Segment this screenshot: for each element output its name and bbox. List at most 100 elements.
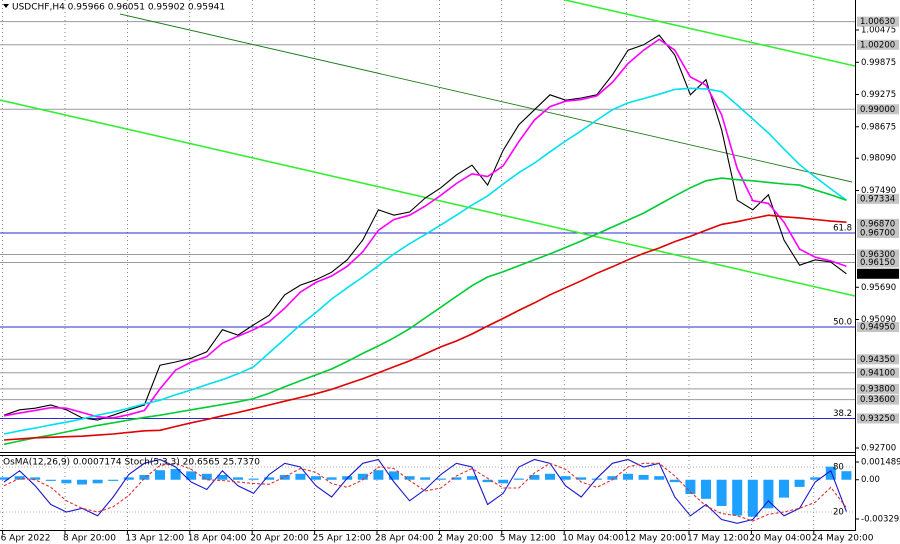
y2-tick-label: 20 bbox=[833, 508, 844, 518]
level-box bbox=[857, 227, 899, 238]
level-box bbox=[857, 354, 899, 365]
osma-bar bbox=[420, 477, 431, 480]
level-label: 1.00630 bbox=[860, 17, 895, 27]
y-tick-label: 0.98675 bbox=[861, 122, 896, 132]
moving-average bbox=[3, 214, 847, 441]
osma-bar bbox=[30, 477, 41, 480]
fib-label: 50.0 bbox=[833, 318, 852, 328]
x-tick-label: 20 May 04:00 bbox=[749, 534, 811, 544]
stochastic-line bbox=[3, 462, 847, 522]
osma-bar bbox=[155, 470, 165, 480]
level-label: 1.00200 bbox=[860, 40, 895, 50]
level-box bbox=[857, 322, 899, 333]
y-tick-label: 0.99875 bbox=[861, 58, 896, 68]
osma-bar bbox=[77, 479, 87, 485]
osma-bar bbox=[233, 477, 243, 480]
osma-bar bbox=[545, 473, 555, 480]
level-box bbox=[857, 193, 899, 204]
trend-line bbox=[119, 13, 853, 183]
osma-bar bbox=[61, 479, 72, 484]
osma-bar bbox=[623, 473, 633, 480]
trend-line bbox=[564, 0, 856, 67]
osma-bar bbox=[701, 479, 711, 499]
y-tick-label: 0.00 bbox=[861, 475, 880, 485]
level-box bbox=[857, 394, 899, 405]
osma-bar bbox=[451, 477, 462, 480]
x-tick-label: 5 May 12:00 bbox=[500, 534, 556, 544]
level-label: 0.96870 bbox=[860, 219, 895, 229]
level-label: 0.93800 bbox=[860, 384, 895, 394]
osma-bar bbox=[576, 477, 587, 480]
osma-bar bbox=[841, 471, 852, 480]
osma-bar bbox=[0, 477, 9, 480]
moving-average bbox=[3, 177, 847, 446]
level-label: 0.97334 bbox=[860, 194, 895, 204]
osma-bar bbox=[607, 476, 618, 480]
x-tick-label: 28 Apr 04:00 bbox=[375, 534, 434, 544]
osma-bar bbox=[108, 479, 119, 481]
level-label: 0.95941 bbox=[860, 269, 895, 279]
series-layer bbox=[0, 34, 852, 524]
level-box bbox=[857, 257, 899, 268]
osma-bar bbox=[560, 476, 571, 480]
osma-bar bbox=[357, 473, 368, 480]
x-tick-label: 6 Apr 2022 bbox=[1, 534, 51, 544]
osma-bar bbox=[747, 479, 758, 517]
x-tick-label: 12 May 20:00 bbox=[625, 534, 687, 544]
osma-bar bbox=[654, 476, 665, 480]
x-tick-label: 25 Apr 12:00 bbox=[313, 534, 372, 544]
axis-layer: 6 Apr 2022 8 Apr 20:00 13 Apr 12:00 18 Apr … bbox=[1, 16, 900, 544]
osma-bar bbox=[732, 479, 743, 516]
osma-bar bbox=[295, 473, 306, 480]
y-tick-label: -0.003293 bbox=[861, 514, 900, 524]
osma-bar bbox=[373, 470, 384, 480]
x-tick-label: 2 May 20:00 bbox=[437, 534, 493, 544]
price-line bbox=[3, 34, 847, 421]
x-tick-label: 8 Apr 20:00 bbox=[63, 534, 116, 544]
level-label: 0.94100 bbox=[860, 368, 895, 378]
level-label: 0.93600 bbox=[860, 395, 895, 405]
level-label: 0.96300 bbox=[860, 250, 895, 260]
level-label: 0.99000 bbox=[860, 105, 895, 115]
level-label: 0.93250 bbox=[860, 414, 895, 424]
osma-bar bbox=[467, 476, 477, 480]
level-label: 0.94950 bbox=[860, 323, 895, 333]
osma-bar bbox=[123, 477, 134, 480]
level-label: 0.96150 bbox=[860, 258, 895, 268]
osma-bar bbox=[279, 474, 290, 480]
osma-bar bbox=[92, 479, 103, 484]
osma-bar bbox=[763, 479, 774, 509]
osma-bar bbox=[170, 469, 181, 480]
level-box bbox=[857, 39, 899, 50]
osma-bar bbox=[810, 477, 821, 480]
osma-bar bbox=[404, 476, 415, 480]
osma-bar bbox=[779, 479, 789, 498]
level-box bbox=[857, 383, 899, 394]
level-box bbox=[857, 413, 899, 424]
y-tick-label: 0.99275 bbox=[861, 90, 896, 100]
osma-bar bbox=[201, 473, 212, 480]
level-box bbox=[857, 367, 899, 378]
osma-bar bbox=[326, 477, 337, 480]
moving-average bbox=[3, 87, 847, 435]
osma-bar bbox=[482, 479, 493, 483]
x-tick-label: 24 May 20:00 bbox=[812, 534, 874, 544]
y-tick-label: 0.95690 bbox=[861, 283, 896, 293]
y-tick-label: 0.92700 bbox=[861, 444, 896, 454]
level-box bbox=[857, 268, 899, 279]
osma-bar bbox=[264, 477, 275, 480]
fib-label: 61.8 bbox=[833, 223, 852, 233]
osma-bar bbox=[716, 479, 727, 506]
osma-bar bbox=[186, 471, 197, 480]
osma-bar bbox=[513, 478, 524, 480]
level-box bbox=[857, 218, 899, 229]
level-label: 0.94350 bbox=[860, 355, 895, 365]
osma-bar bbox=[669, 479, 680, 483]
osma-bar bbox=[311, 476, 321, 480]
indicator-title: OsMA(12,26,9) 0.0007174 Stoch(5,3,3) 20.… bbox=[3, 458, 260, 468]
level-box bbox=[857, 16, 899, 27]
grid-layer bbox=[0, 0, 855, 530]
stochastic-line bbox=[3, 458, 847, 524]
level-box bbox=[857, 104, 899, 115]
fib-label: 38.2 bbox=[833, 409, 852, 419]
